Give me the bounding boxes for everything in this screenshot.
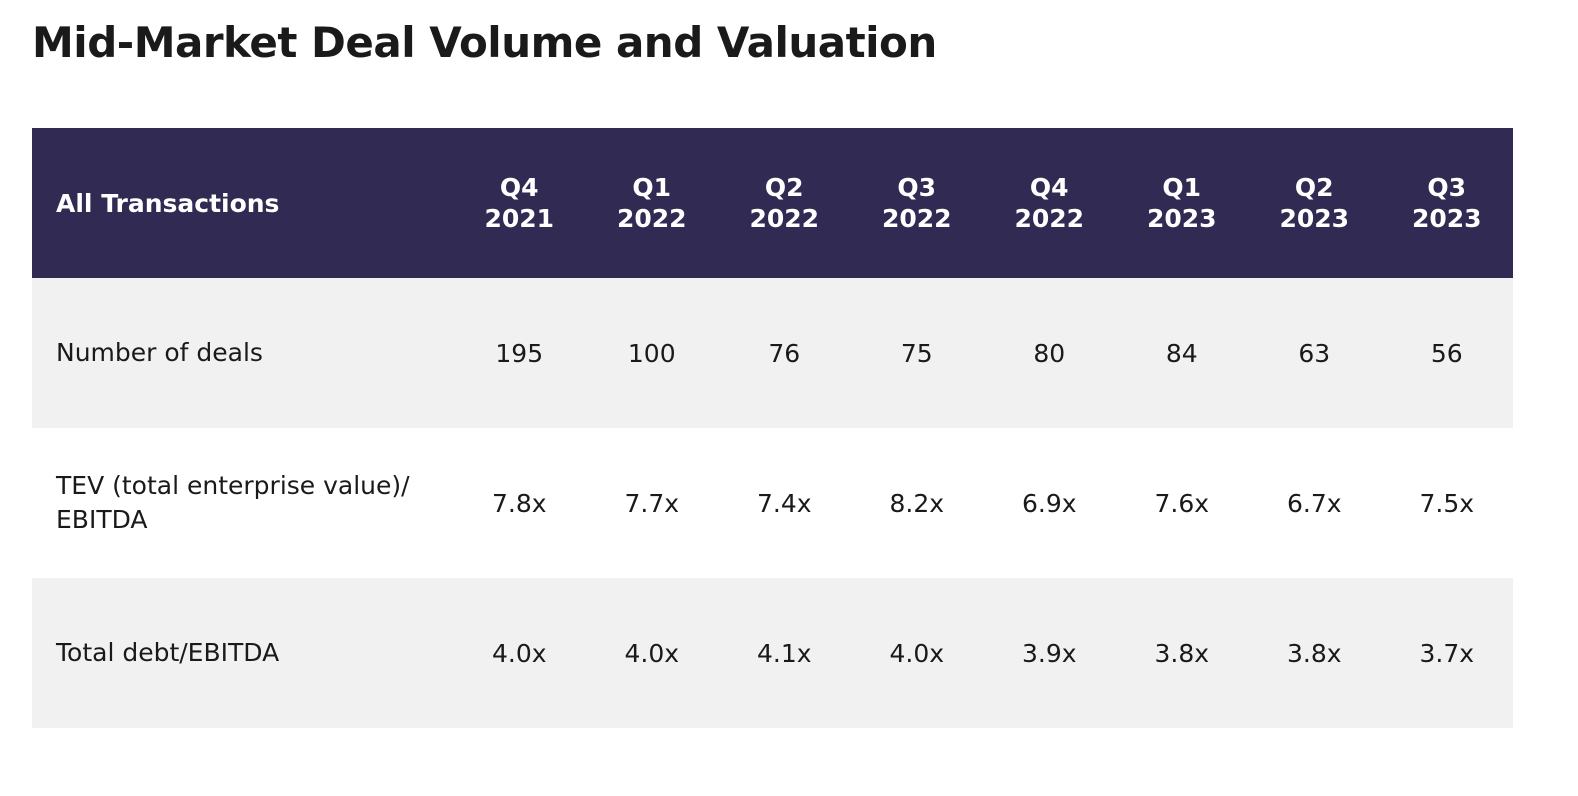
table-cell: 100 [627,338,676,368]
table-cell: 6.7x [1286,488,1342,518]
table-cell: 4.1x [756,638,812,668]
column-year: 2022 [749,204,820,233]
column-quarter: Q3 [897,173,937,202]
table-cell: 3.8x [1154,638,1210,668]
table-cell: 7.5x [1419,488,1475,518]
table-cell: 84 [1165,338,1198,368]
table-cell: 76 [768,338,801,368]
column-year: 2022 [881,204,952,233]
column-year: 2022 [616,204,687,233]
column-year: 2021 [484,204,555,233]
table-cell: 4.0x [491,638,547,668]
column-quarter: Q3 [1427,173,1467,202]
table-row: Number of deals 195 100 76 75 80 84 63 56 [32,278,1513,428]
table-cell: 75 [900,338,933,368]
table-cell: 3.8x [1286,638,1342,668]
table-cell: 63 [1298,338,1331,368]
table-row: TEV (total enterprise value)/ EBITDA 7.8x… [32,428,1513,578]
table-cell: 80 [1033,338,1066,368]
table-cell: 56 [1430,338,1463,368]
corner-header: All Transactions [56,188,280,218]
table-cell: 7.7x [624,488,680,518]
column-quarter: Q1 [632,173,672,202]
column-header: Q3 2023 [1381,128,1514,278]
column-header: Q1 2022 [586,128,719,278]
row-label: TEV (total enterprise value)/ EBITDA [56,471,410,534]
column-quarter: Q2 [764,173,804,202]
column-header: Q4 2022 [983,128,1116,278]
page-title: Mid-Market Deal Volume and Valuation [32,18,937,67]
table-cell: 195 [495,338,544,368]
table-row: Total debt/EBITDA 4.0x 4.0x 4.1x 4.0x 3.9x 3.8… [32,578,1513,728]
column-quarter: Q2 [1294,173,1334,202]
row-label: Total debt/EBITDA [56,638,280,667]
row-label: Number of deals [56,338,263,367]
column-year: 2022 [1014,204,1085,233]
table-cell: 7.8x [491,488,547,518]
table-cell: 7.6x [1154,488,1210,518]
deal-table: All Transactions Q4 2021 Q1 2022 Q2 2022 Q3 202… [32,128,1513,728]
column-quarter: Q4 [1029,173,1069,202]
table-cell: 8.2x [889,488,945,518]
table-cell: 7.4x [756,488,812,518]
column-year: 2023 [1279,204,1350,233]
column-header: Q3 2022 [851,128,984,278]
table-cell: 3.7x [1419,638,1475,668]
column-header: Q4 2021 [453,128,586,278]
column-header: Q1 2023 [1116,128,1249,278]
column-quarter: Q1 [1162,173,1202,202]
table-cell: 6.9x [1021,488,1077,518]
column-header: Q2 2022 [718,128,851,278]
column-quarter: Q4 [499,173,539,202]
column-year: 2023 [1411,204,1482,233]
column-year: 2023 [1146,204,1217,233]
table-cell: 3.9x [1021,638,1077,668]
table-body: Number of deals 195 100 76 75 80 84 63 56 TEV (to… [32,278,1513,728]
column-header: Q2 2023 [1248,128,1381,278]
table-cell: 4.0x [624,638,680,668]
header-row: All Transactions Q4 2021 Q1 2022 Q2 2022 Q3 202… [32,128,1513,278]
table-cell: 4.0x [889,638,945,668]
